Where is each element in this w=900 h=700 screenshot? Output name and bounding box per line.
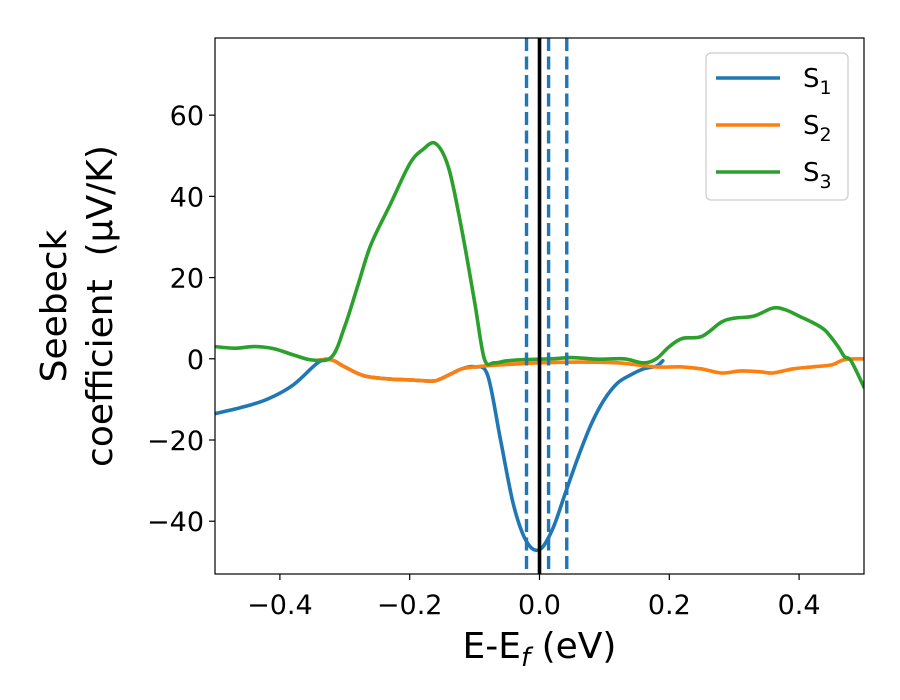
y-tick-label: 60 — [170, 101, 204, 132]
x-axis-label-main: E-E — [463, 626, 521, 667]
legend-label-subscript: 3 — [820, 171, 832, 193]
axes: −0.4 −0.2 0.0 0.2 0.4 −40 −20 0 20 40 60 E-Ef (eV) S… — [34, 37, 865, 673]
x-axis-label: E-Ef (eV) — [463, 626, 617, 673]
series-line-s1 — [215, 357, 665, 553]
plot-area — [215, 38, 864, 574]
legend-label-s1: S1 — [803, 64, 832, 99]
legend-label-main: S — [803, 64, 820, 94]
series-line-s2 — [317, 356, 864, 383]
x-axis-label-unit: (eV) — [530, 626, 616, 667]
y-axis-label-line1: Seebeck — [34, 229, 75, 382]
x-tick-label: 0.4 — [778, 590, 821, 621]
x-tick-label: −0.4 — [247, 590, 313, 621]
x-tick-label: 0.0 — [518, 590, 561, 621]
y-tick-label: 0 — [187, 345, 204, 376]
legend-label-subscript: 1 — [820, 77, 832, 99]
legend-label-s3: S3 — [803, 158, 832, 193]
x-tick-label: 0.2 — [648, 590, 691, 621]
x-tick-label: −0.2 — [377, 590, 443, 621]
y-tick-label: 20 — [170, 264, 204, 295]
y-tick-label: −20 — [147, 426, 204, 457]
legend-label-main: S — [803, 158, 820, 188]
y-tick-label: 40 — [170, 182, 204, 213]
legend-label-main: S — [803, 111, 820, 141]
y-tick-label: −40 — [147, 507, 204, 538]
y-axis-label: Seebeck coefficient (μV/K) — [34, 145, 121, 467]
legend-label-subscript: 2 — [820, 124, 832, 146]
y-axis-label-line2: coefficient (μV/K) — [80, 145, 121, 467]
legend-label-s2: S2 — [803, 111, 832, 146]
